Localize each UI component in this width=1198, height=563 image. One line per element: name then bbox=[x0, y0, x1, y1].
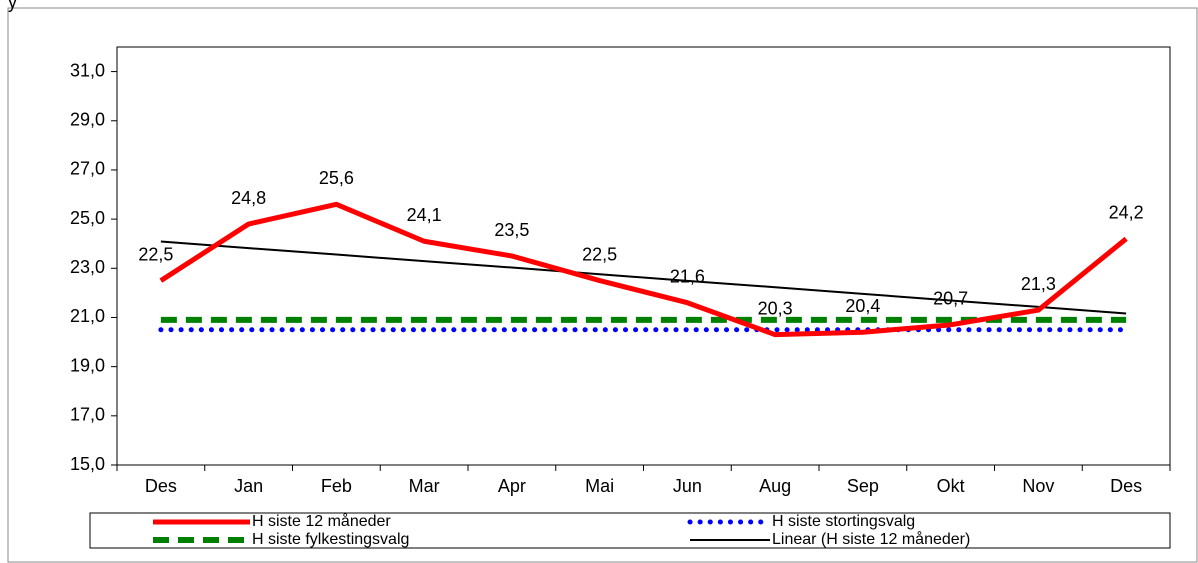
y-tick-label: 19,0 bbox=[70, 355, 105, 375]
x-tick-label: Feb bbox=[321, 476, 352, 496]
y-tick-label: 31,0 bbox=[70, 60, 105, 80]
data-label: 24,2 bbox=[1109, 203, 1144, 223]
legend bbox=[89, 512, 1171, 549]
data-label: 23,5 bbox=[494, 220, 529, 240]
plot-area bbox=[116, 46, 1171, 466]
x-tick-label: Des bbox=[1110, 476, 1142, 496]
data-label: 22,5 bbox=[138, 244, 173, 264]
legend-label: Linear (H siste 12 måneder) bbox=[772, 530, 970, 548]
x-tick-label: Mai bbox=[585, 476, 614, 496]
y-tick-label: 25,0 bbox=[70, 208, 105, 228]
legend-label: H siste 12 måneder bbox=[252, 512, 391, 530]
x-tick-label: Des bbox=[145, 476, 177, 496]
data-label: 24,1 bbox=[407, 205, 442, 225]
x-tick-label: Okt bbox=[937, 476, 965, 496]
x-tick-label: Nov bbox=[1022, 476, 1054, 496]
chart-title: y bbox=[8, 0, 17, 12]
y-tick-label: 17,0 bbox=[70, 405, 105, 425]
x-tick-label: Jun bbox=[673, 476, 702, 496]
y-tick-label: 29,0 bbox=[70, 110, 105, 130]
series-line bbox=[160, 240, 1127, 315]
y-tick-label: 15,0 bbox=[70, 454, 105, 474]
y-tick-label: 23,0 bbox=[70, 257, 105, 277]
series-line bbox=[159, 201, 1128, 338]
x-tick-label: Aug bbox=[759, 476, 791, 496]
x-tick-label: Mar bbox=[409, 476, 440, 496]
data-label: 22,5 bbox=[582, 244, 617, 264]
legend-label: H siste fylkestingsvalg bbox=[252, 531, 409, 548]
data-label: 21,3 bbox=[1021, 274, 1056, 294]
legend-label: H siste stortingsvalg bbox=[772, 513, 915, 530]
data-label: 21,6 bbox=[670, 266, 705, 286]
y-tick-label: 21,0 bbox=[70, 306, 105, 326]
x-tick-label: Jan bbox=[234, 476, 263, 496]
y-tick-label: 27,0 bbox=[70, 159, 105, 179]
data-label: 20,4 bbox=[845, 296, 880, 316]
data-label: 20,7 bbox=[933, 289, 968, 309]
data-label: 25,6 bbox=[319, 168, 354, 188]
x-tick-label: Apr bbox=[498, 476, 526, 496]
x-tick-label: Sep bbox=[847, 476, 879, 496]
data-label: 20,3 bbox=[758, 298, 793, 318]
data-label: 24,8 bbox=[231, 188, 266, 208]
